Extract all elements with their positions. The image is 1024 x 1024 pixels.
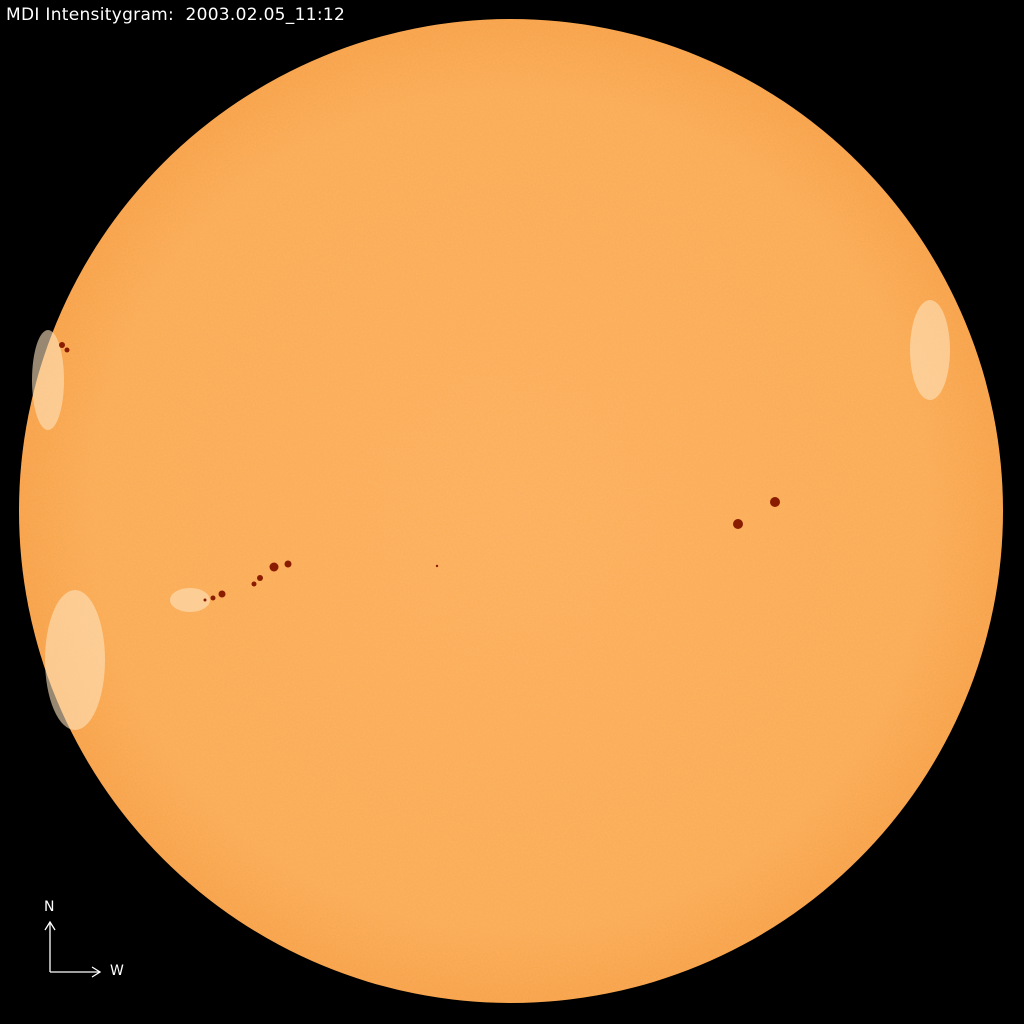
image-title: MDI Intensitygram: 2003.02.05_11:12 [6,5,346,25]
compass-arrows [44,920,102,978]
sunspot [770,497,780,507]
faculae [32,300,950,730]
sunspot [59,342,65,348]
compass-west-label: W [110,963,124,979]
sunspot [284,560,292,568]
sunspot [218,590,226,598]
sunspot [435,564,439,568]
compass-north-label: N [44,899,55,915]
sunspot [733,519,743,529]
sunspot [269,562,279,572]
sunspot [257,575,263,581]
sunspot [210,595,216,601]
sunspot [251,581,257,587]
granulation-texture [19,19,1003,1003]
sunspots [59,342,780,602]
sunspot [203,598,207,602]
sunspot [64,347,70,353]
